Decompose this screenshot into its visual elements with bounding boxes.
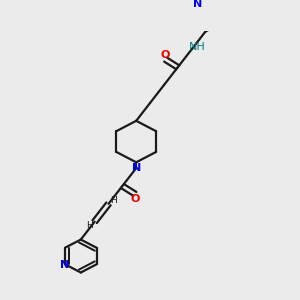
Text: NH: NH [188, 42, 205, 52]
Text: N: N [60, 260, 69, 269]
Text: N: N [132, 163, 141, 173]
Text: O: O [161, 50, 170, 60]
Text: N: N [193, 0, 203, 9]
Text: H: H [110, 196, 117, 205]
Text: H: H [86, 221, 93, 230]
Text: O: O [130, 194, 140, 204]
